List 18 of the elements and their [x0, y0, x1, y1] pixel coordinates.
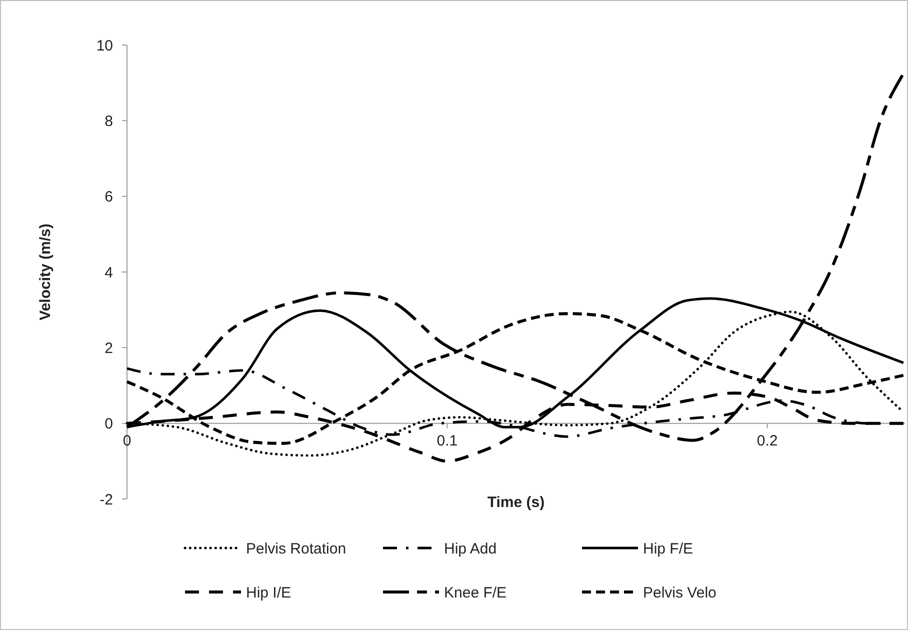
y-tick-label: 8: [104, 112, 113, 130]
x-axis-title: Time (s): [487, 494, 545, 511]
x-tick-label: 0.2: [756, 432, 778, 450]
legend-label: Pelvis Velo: [643, 584, 716, 602]
y-tick-label: 10: [96, 37, 113, 54]
y-tick-label: 2: [104, 340, 113, 357]
legend-label: Hip Add: [444, 540, 497, 558]
x-tick-label: 0: [122, 432, 132, 450]
y-tick-label: 0: [104, 416, 113, 433]
legend-label: Pelvis Rotation: [246, 540, 346, 558]
x-tick-label: 0.1: [436, 432, 458, 450]
legend-label: Knee F/E: [444, 584, 507, 602]
y-tick-label: 6: [104, 188, 113, 206]
legend-label: Hip I/E: [246, 584, 292, 602]
y-tick-label: 4: [104, 264, 113, 282]
y-axis-title: Velocity (m/s): [37, 224, 54, 320]
y-tick-label: -2: [100, 491, 113, 508]
legend-label: Hip F/E: [643, 540, 694, 558]
